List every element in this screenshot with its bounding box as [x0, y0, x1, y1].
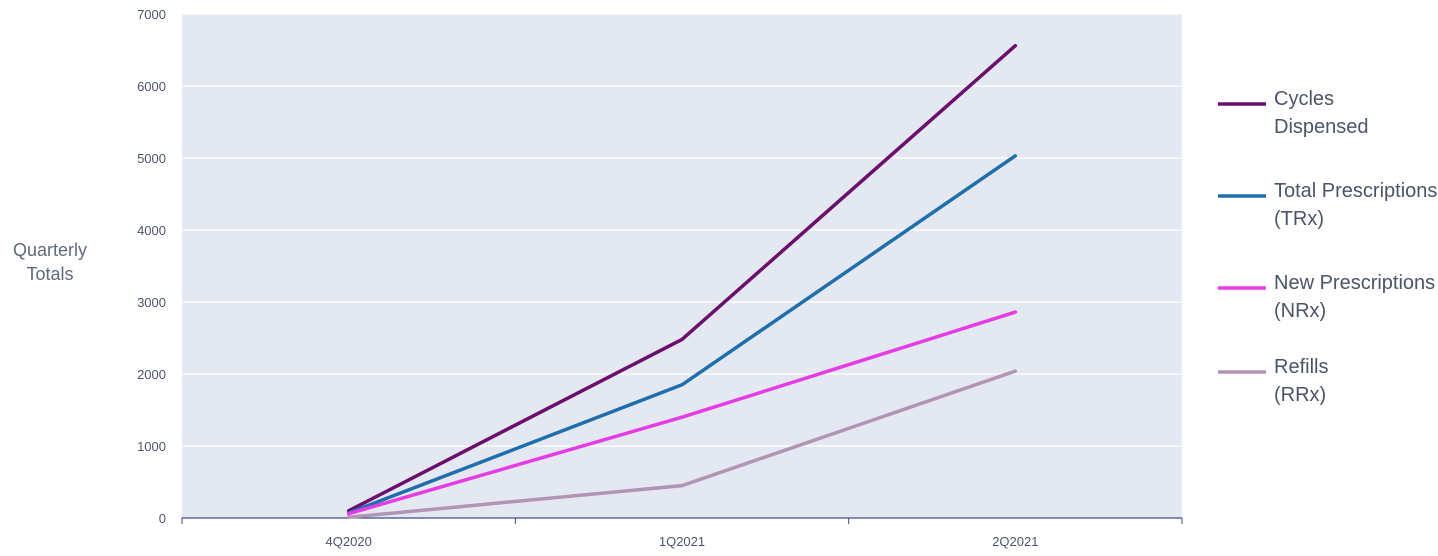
legend-label: Refills — [1274, 356, 1328, 378]
legend-label: Dispensed — [1274, 116, 1369, 138]
plot-area — [182, 14, 1182, 518]
legend-label: (RRx) — [1274, 384, 1326, 406]
y-axis-label: Quarterly Totals — [13, 240, 87, 284]
x-axis: 4Q2020 1Q2021 2Q2021 — [181, 517, 1183, 549]
y-tick-label: 3000 — [137, 295, 166, 310]
series-line — [346, 43, 1018, 513]
y-tick-label: 1000 — [137, 439, 166, 454]
legend-label: Total Prescriptions — [1274, 180, 1437, 202]
y-tick-label: 6000 — [137, 79, 166, 94]
legend-label: Cycles — [1274, 88, 1334, 110]
y-tick-label: 2000 — [137, 367, 166, 382]
y-tick-label: 5000 — [137, 151, 166, 166]
y-axis-ticks: 0 1000 2000 3000 4000 5000 6000 7000 — [137, 7, 166, 526]
y-tick-label: 0 — [159, 511, 166, 526]
y-tick-label: 4000 — [137, 223, 166, 238]
series-line — [346, 369, 1018, 520]
gridlines — [182, 13, 1182, 447]
series-lines — [346, 43, 1018, 520]
x-tick-label: 4Q2020 — [326, 534, 372, 549]
y-axis-label-line: Totals — [26, 264, 73, 284]
y-tick-label: 7000 — [137, 7, 166, 22]
legend: Cycles Dispensed Total Prescriptions (TRx) N… — [1218, 88, 1437, 406]
series-line — [346, 310, 1018, 516]
y-axis-label-line: Quarterly — [13, 240, 87, 260]
x-tick-label: 1Q2021 — [659, 534, 705, 549]
series-line — [346, 154, 1018, 515]
x-tick-label: 2Q2021 — [992, 534, 1038, 549]
legend-label: (NRx) — [1274, 300, 1326, 322]
legend-label: New Prescriptions — [1274, 272, 1435, 294]
legend-label: (TRx) — [1274, 208, 1324, 230]
